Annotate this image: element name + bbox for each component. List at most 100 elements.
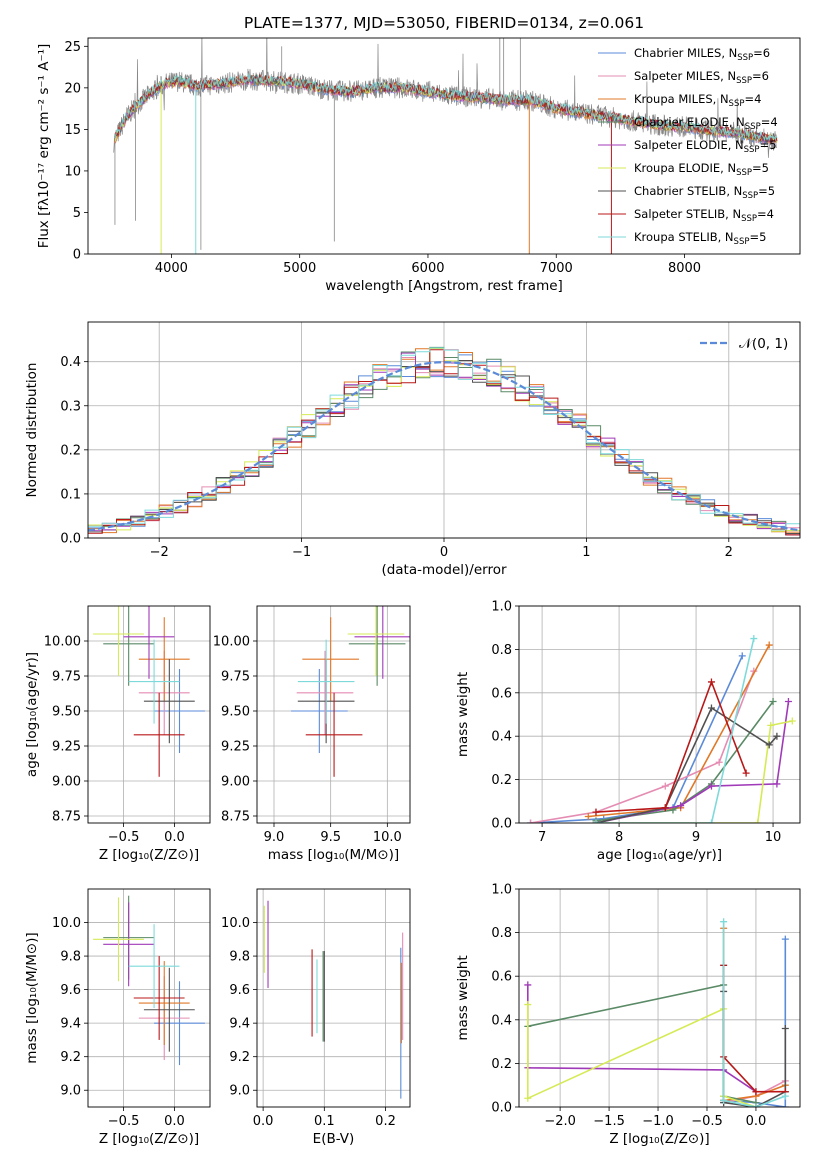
- y-tick-label: 5: [73, 206, 81, 221]
- legend-count: =6: [753, 46, 770, 60]
- legend-entry: Chabrier STELIB, NSSP=5: [634, 184, 775, 201]
- y-tick-label: 9.0: [60, 1084, 81, 1099]
- y-tick-label: 0.8: [491, 643, 512, 658]
- y-tick-label: 9.2: [229, 1050, 250, 1065]
- y-tick-label: 10: [64, 164, 81, 179]
- x-tick-label: −2.0: [544, 1114, 576, 1129]
- legend-entry: Salpeter MILES, NSSP=6: [634, 69, 769, 86]
- x-tick-label: 0.0: [164, 1114, 185, 1129]
- legend-count: =4: [757, 207, 774, 221]
- y-tick-label: 9.6: [60, 983, 81, 998]
- grid-lines: [257, 606, 410, 823]
- legend-count: =6: [752, 69, 769, 83]
- mass-weight-marker: [788, 717, 796, 725]
- y-axis-label: mass weight: [455, 955, 471, 1040]
- legend-subscript: SSP: [742, 191, 758, 201]
- x-axis-label: Z [log₁₀(Z/Z⊙)]: [99, 847, 199, 863]
- mass-weight-marker: [754, 819, 762, 823]
- x-axis-label: age [log₁₀(age/yr)]: [597, 847, 722, 863]
- y-tick-label: 20: [64, 81, 81, 96]
- y-tick-label: 9.75: [221, 670, 250, 685]
- plot-area: [93, 895, 205, 1066]
- y-tick-label: 0.4: [491, 730, 512, 745]
- legend-subscript: SSP: [729, 99, 745, 109]
- y-tick-label: 10.0: [221, 916, 250, 931]
- legend-count: =5: [752, 161, 769, 175]
- y-tick-label: 9.00: [221, 775, 250, 790]
- x-axis-label: (data-model)/error: [381, 562, 507, 578]
- y-axis-label: mass weight: [455, 672, 471, 757]
- x-tick-label: 1: [582, 545, 590, 560]
- x-tick-label: 8000: [668, 261, 701, 276]
- mass-weight-marker: [765, 641, 773, 649]
- mass-weight-marker: [769, 697, 777, 705]
- plot-area: [527, 635, 796, 823]
- x-tick-label: 9.0: [264, 830, 285, 845]
- y-tick-label: 9.75: [52, 670, 81, 685]
- axes-frame: [87, 888, 211, 1108]
- axes-frame: [87, 605, 211, 824]
- y-axis-label: Normed distribution: [24, 363, 40, 498]
- mass-weight-marker: [773, 780, 781, 788]
- legend-entry: Salpeter ELODIE, NSSP=5: [634, 138, 777, 155]
- axes-frame: [518, 888, 801, 1108]
- legend-subscript: SSP: [744, 145, 760, 155]
- grid-lines: [257, 889, 410, 1107]
- panel-spectrum: 4000 5000 6000 7000 8000 0 5 10 15 20 25 wavelength…: [36, 37, 801, 294]
- mass-weight-marker: [592, 819, 600, 823]
- y-tick-label: 9.00: [52, 775, 81, 790]
- mass-weight-line: [596, 638, 755, 823]
- grid-lines: [519, 605, 800, 824]
- y-tick-label: 0.0: [491, 817, 512, 832]
- mass-weight-marker: [720, 918, 728, 926]
- panel-mass_weight_vs_age: 7 8 9 10 0.0 0.2 0.4 0.6 0.8 1.0 age [log₁₀(age/yr…: [455, 600, 801, 863]
- mass-weight-marker: [752, 1088, 760, 1096]
- y-tick-label: 9.50: [52, 705, 81, 720]
- mass-weight-marker: [707, 678, 715, 686]
- legend-entry: Salpeter STELIB, NSSP=4: [634, 207, 774, 224]
- mass-weight-marker: [781, 935, 789, 943]
- legend-entry: Kroupa ELODIE, NSSP=5: [634, 161, 769, 178]
- axes-frame: [518, 605, 801, 824]
- mass-weight-line: [595, 679, 747, 813]
- mass-weight-marker: [720, 1096, 728, 1104]
- mass-weight-marker: [527, 819, 535, 823]
- x-tick-label: 8: [615, 830, 623, 845]
- axes-frame: [87, 321, 801, 539]
- x-tick-label: 6000: [411, 261, 444, 276]
- legend-count: =5: [749, 230, 766, 244]
- y-tick-label: 0.1: [60, 487, 81, 502]
- x-tick-label: 7: [538, 830, 546, 845]
- x-tick-label: 0.0: [253, 1114, 274, 1129]
- y-tick-label: 9.8: [60, 950, 81, 965]
- legend-subscript: SSP: [736, 76, 752, 86]
- legend: Chabrier MILES, NSSP=6 Salpeter MILES, NS…: [598, 46, 778, 247]
- x-tick-label: 5000: [283, 261, 316, 276]
- y-tick-label: 0.3: [60, 399, 81, 414]
- x-tick-label: 2: [725, 545, 733, 560]
- panel-age_vs_Z: −0.5 0.0 8.75 9.00 9.25 9.50 9.75 10.00 Z [log₁₀…: [24, 605, 211, 863]
- mass-weight-marker: [592, 808, 600, 816]
- mass-weight-marker: [773, 732, 781, 740]
- y-tick-label: 10.00: [44, 635, 81, 650]
- x-tick-label: 10: [765, 830, 782, 845]
- axes-frame: [256, 605, 411, 824]
- mass-weight-marker: [781, 1025, 789, 1033]
- x-tick-label: −0.5: [691, 1114, 723, 1129]
- legend-count: =4: [761, 115, 778, 129]
- mass-weight-marker: [767, 721, 775, 729]
- x-axis-label: wavelength [Angstrom, rest frame]: [325, 278, 563, 294]
- mass-weight-marker: [707, 819, 715, 823]
- y-tick-label: 10.00: [213, 635, 250, 650]
- x-tick-label: −2: [150, 545, 169, 560]
- mass-weight-marker: [752, 1103, 760, 1107]
- y-tick-label: 0.4: [60, 355, 81, 370]
- mass-weight-marker: [750, 635, 758, 643]
- mass-weight-marker: [584, 812, 592, 820]
- y-axis-label: mass [log₁₀(M/M⊙)]: [24, 932, 40, 1063]
- y-axis-label: age [log₁₀(age/yr)]: [24, 652, 40, 777]
- y-tick-label: 9.4: [229, 1017, 250, 1032]
- x-tick-label: 0: [440, 545, 448, 560]
- mass-weight-marker: [715, 758, 723, 766]
- legend-count: =4: [744, 92, 761, 106]
